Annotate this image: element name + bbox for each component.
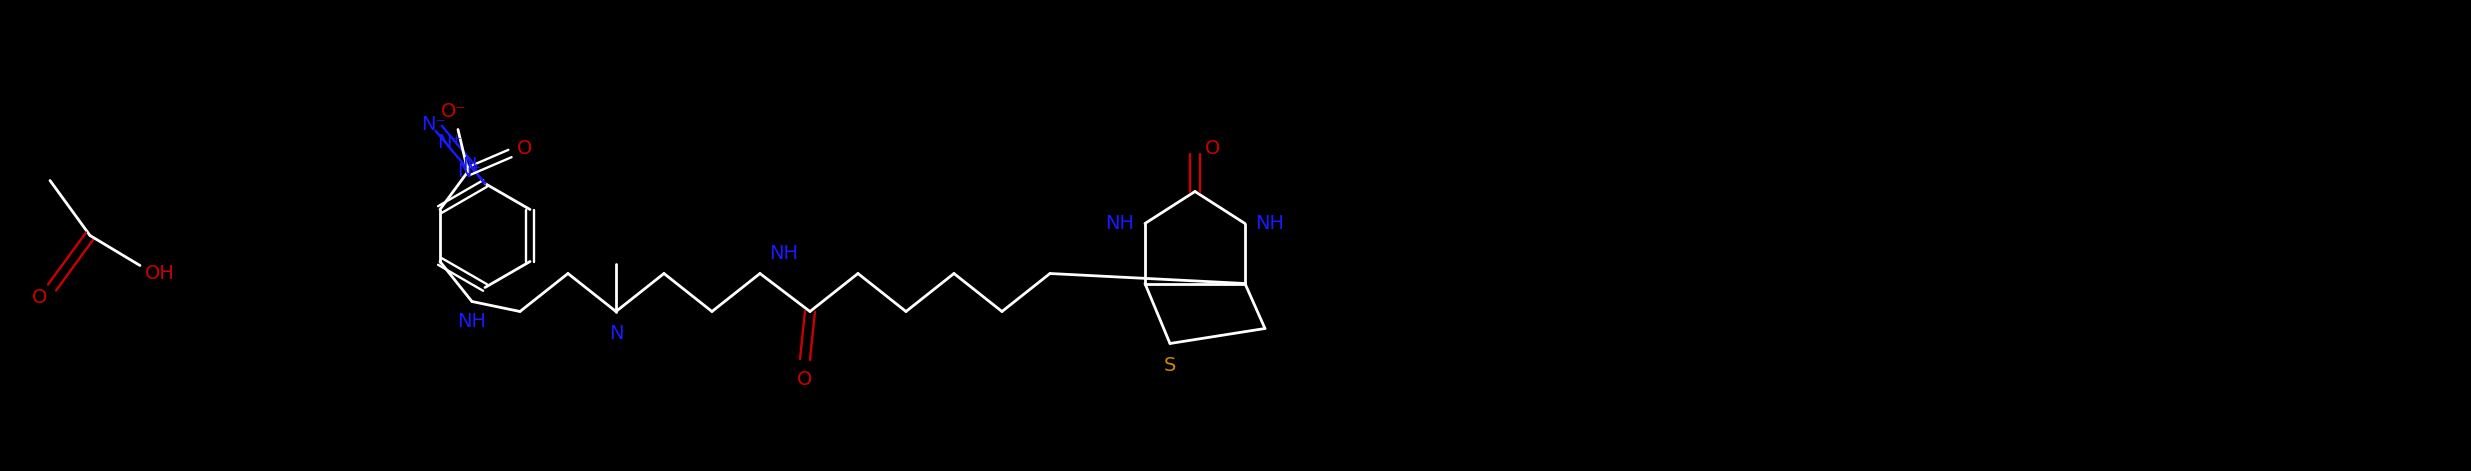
Text: O: O: [32, 288, 47, 307]
Text: N: N: [462, 155, 477, 175]
Text: O⁻: O⁻: [442, 102, 467, 121]
Text: OH: OH: [146, 264, 175, 283]
Text: NH: NH: [1255, 214, 1285, 233]
Text: NH: NH: [1105, 214, 1134, 233]
Text: N⁺: N⁺: [437, 133, 462, 152]
Text: N: N: [608, 324, 623, 343]
Text: N⁻: N⁻: [423, 115, 447, 134]
Text: NH: NH: [457, 312, 487, 331]
Text: NH: NH: [768, 244, 798, 263]
Text: O: O: [1206, 139, 1221, 158]
Text: O: O: [798, 370, 813, 389]
Text: O: O: [516, 139, 534, 158]
Text: S: S: [1164, 356, 1176, 375]
Text: N⁺: N⁺: [457, 162, 482, 181]
